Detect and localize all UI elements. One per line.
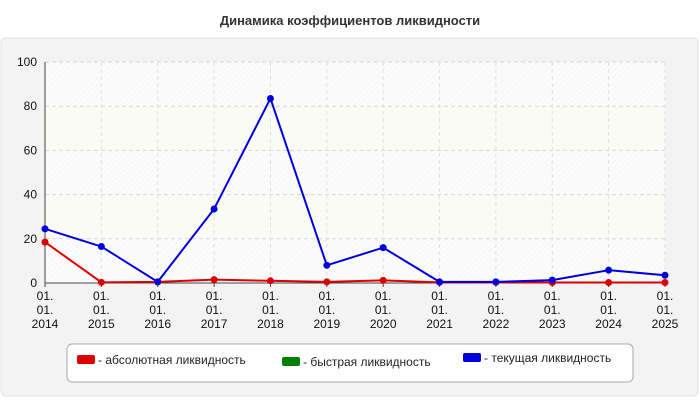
x-tick-labels: 01. 01. 2014 01. 01. 2015 01. 01. 2016 01. 01. 2017… (32, 289, 679, 331)
y-tick-label: 60 (24, 143, 38, 157)
legend-swatch-2 (463, 353, 481, 362)
data-point-2 (548, 276, 556, 284)
legend-label-2: - текущая ликвидность (484, 351, 611, 365)
x-tick-label: 01. 01. 2018 (257, 289, 284, 331)
data-point-2 (323, 261, 331, 269)
data-point-2 (41, 225, 49, 233)
x-tick-label: 01. 01. 2015 (88, 289, 115, 331)
data-point-2 (492, 278, 500, 286)
x-tick-label: 01. 01. 2014 (32, 289, 59, 331)
data-point-0 (605, 279, 613, 287)
y-tick-label: 0 (30, 276, 37, 290)
legend-label-1: - быстрая ликвидность (303, 355, 431, 369)
plot-band (45, 194, 665, 238)
x-tick-label: 01. 01. 2021 (426, 289, 453, 331)
plot-area (45, 62, 665, 283)
x-tick-label: 01. 01. 2022 (483, 289, 510, 331)
x-tick-label: 01. 01. 2020 (370, 289, 397, 331)
data-point-2 (379, 244, 387, 252)
legend-box (66, 343, 634, 383)
x-tick-label: 01. 01. 2019 (313, 289, 340, 331)
plot-band (45, 106, 665, 150)
legend-swatch-1 (282, 357, 300, 366)
data-point-2 (605, 266, 613, 274)
legend-items: - абсолютная ликвидность - быстрая ликвид… (77, 351, 611, 369)
data-point-2 (154, 278, 162, 286)
legend: - абсолютная ликвидность - быстрая ликвид… (66, 343, 634, 383)
x-tick-label: 01. 01. 2025 (652, 289, 679, 331)
x-tick-label: 01. 01. 2023 (539, 289, 566, 331)
series (41, 94, 669, 287)
data-point-2 (661, 271, 669, 279)
y-tick-label: 80 (24, 99, 38, 113)
data-point-0 (661, 279, 669, 287)
series-line-0 (44, 241, 665, 284)
series-line-2 (44, 97, 666, 283)
data-point-2 (436, 278, 444, 286)
y-tick-labels: 0 20 40 60 80 100 (17, 55, 37, 290)
x-tick-label: 01. 01. 2017 (201, 289, 228, 331)
y-tick-label: 100 (17, 55, 37, 69)
x-tick-label: 01. 01. 2016 (144, 289, 171, 331)
data-point-0 (323, 278, 331, 286)
data-point-0 (379, 276, 387, 284)
legend-label-0: - абсолютная ликвидность (98, 353, 246, 367)
data-point-0 (41, 238, 49, 246)
data-point-2 (97, 243, 105, 251)
data-point-0 (210, 276, 218, 284)
chart-title: Динамика коэффициентов ликвидности (220, 13, 480, 28)
data-point-2 (210, 205, 218, 213)
x-tick-label: 01. 01. 2024 (595, 289, 622, 331)
y-tick-label: 20 (24, 232, 38, 246)
data-point-2 (266, 94, 274, 102)
y-tick-label: 40 (24, 188, 38, 202)
data-point-0 (266, 277, 274, 285)
data-point-0 (97, 278, 105, 286)
legend-swatch-0 (77, 355, 95, 364)
